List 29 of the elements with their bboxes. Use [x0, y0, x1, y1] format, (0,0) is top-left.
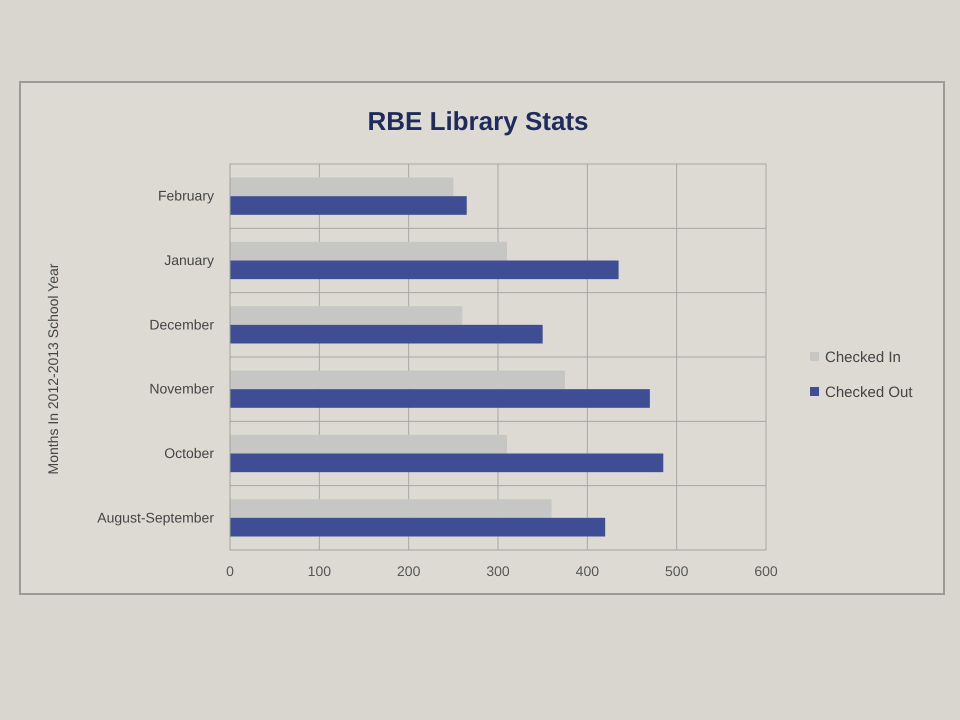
x-tick-label: 200: [396, 562, 421, 579]
x-tick-label: 400: [576, 562, 600, 579]
x-tick-label: 600: [754, 562, 778, 579]
y-axis-title: Months In 2012-2013 School Year: [45, 263, 61, 474]
legend-label: Checked In: [825, 349, 901, 366]
bar: [230, 434, 507, 454]
y-tick-label: October: [164, 444, 214, 461]
x-tick-label: 100: [308, 562, 332, 579]
x-tick-label: 0: [226, 562, 234, 579]
bar: [230, 196, 467, 215]
x-tick-label: 500: [664, 562, 689, 579]
bar: [230, 454, 664, 472]
bar: [230, 178, 454, 196]
y-tick-label: February: [158, 188, 214, 204]
y-tick-label: December: [149, 316, 214, 332]
bar: [230, 306, 462, 325]
bar: [230, 499, 552, 518]
y-tick-label: August-September: [97, 509, 214, 526]
y-tick-label: November: [149, 380, 214, 397]
bar: [230, 518, 606, 536]
bar: [230, 324, 543, 344]
bar: [230, 370, 565, 390]
bar: [230, 389, 650, 408]
chart-title: RBE Library Stats: [367, 106, 589, 136]
x-tick-label: 300: [486, 562, 510, 579]
y-tick-label: January: [164, 252, 214, 268]
bar: [230, 260, 619, 280]
bar: [230, 242, 507, 260]
legend-label: Checked Out: [825, 384, 914, 401]
